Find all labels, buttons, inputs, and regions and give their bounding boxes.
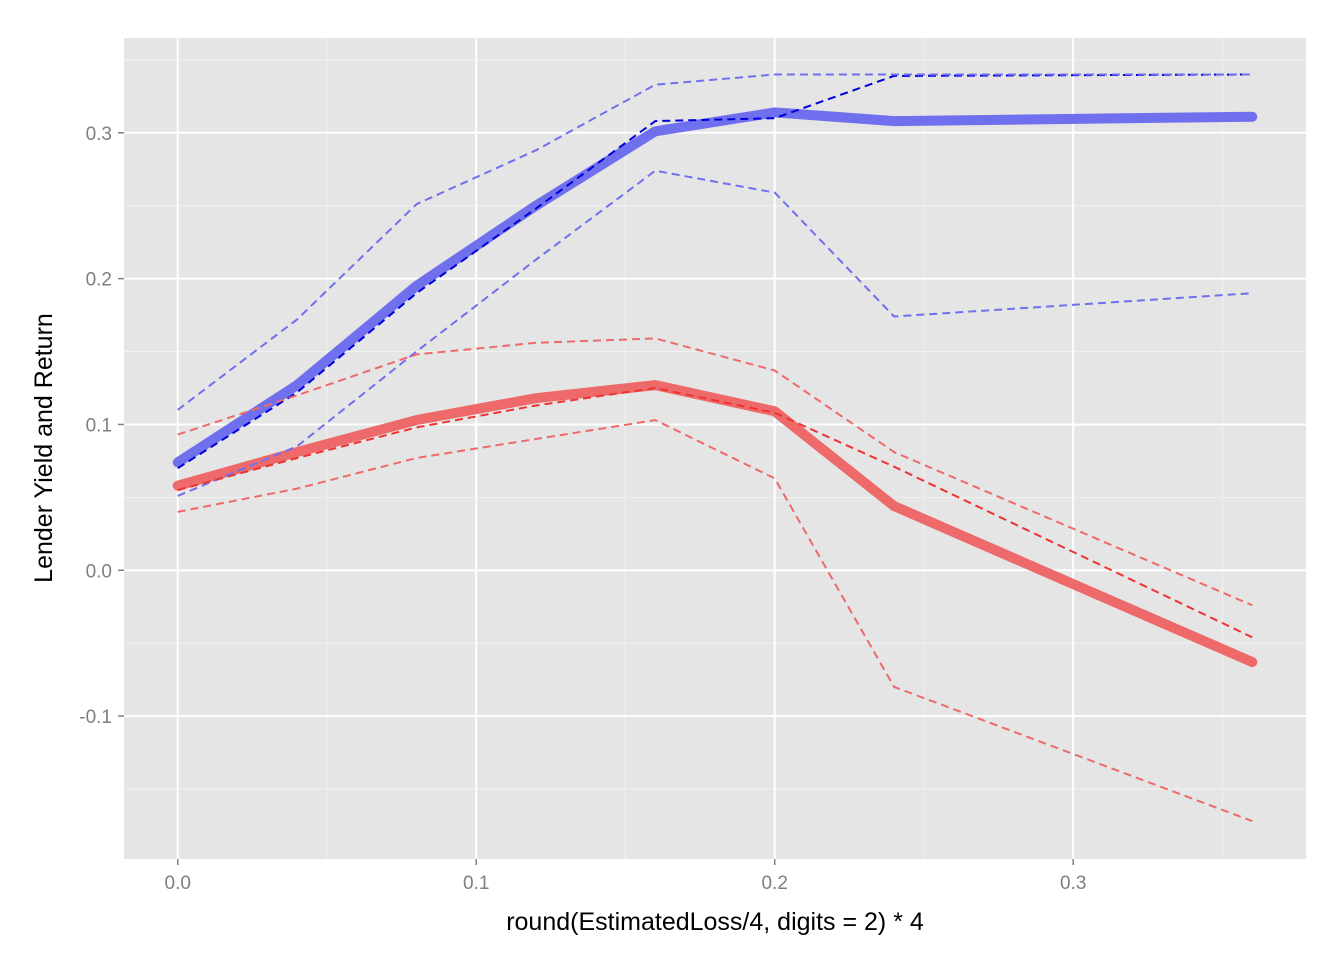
yield-upper-dashed-line: [177, 73, 1253, 411]
x-tick-label: 0.0: [165, 873, 191, 894]
major-gridlines: [124, 38, 1306, 859]
yield-lower-dashed-line: [177, 169, 1253, 497]
x-axis-title: round(EstimatedLoss/4, digits = 2) * 4: [506, 908, 924, 936]
y-tick-label: 0.3: [86, 124, 112, 145]
y-axis-title: Lender Yield and Return: [30, 313, 58, 583]
series-lines: [172, 73, 1258, 823]
y-tick-label: 0.2: [86, 270, 112, 291]
y-tick-label: -0.1: [79, 707, 112, 728]
axis-tick-labels: 0.0 0.1 0.2 0.3 -0.1 0.0 0.1 0.2 0.3: [79, 124, 1086, 894]
y-tick-label: 0.1: [86, 415, 112, 436]
return-upper-dashed-line: [177, 337, 1253, 607]
x-tick-label: 0.2: [761, 873, 787, 894]
minor-gridlines: [124, 38, 1306, 859]
return-lower-dashed-line: [177, 419, 1253, 823]
x-tick-label: 0.1: [463, 873, 489, 894]
y-tick-label: 0.0: [86, 561, 112, 582]
x-tick-label: 0.3: [1060, 873, 1086, 894]
return-median-dashed-line: [177, 387, 1253, 639]
return-mean-thick-line: [172, 380, 1258, 668]
yield-mean-thick-line: [172, 107, 1258, 468]
axis-ticks: [118, 132, 1074, 865]
